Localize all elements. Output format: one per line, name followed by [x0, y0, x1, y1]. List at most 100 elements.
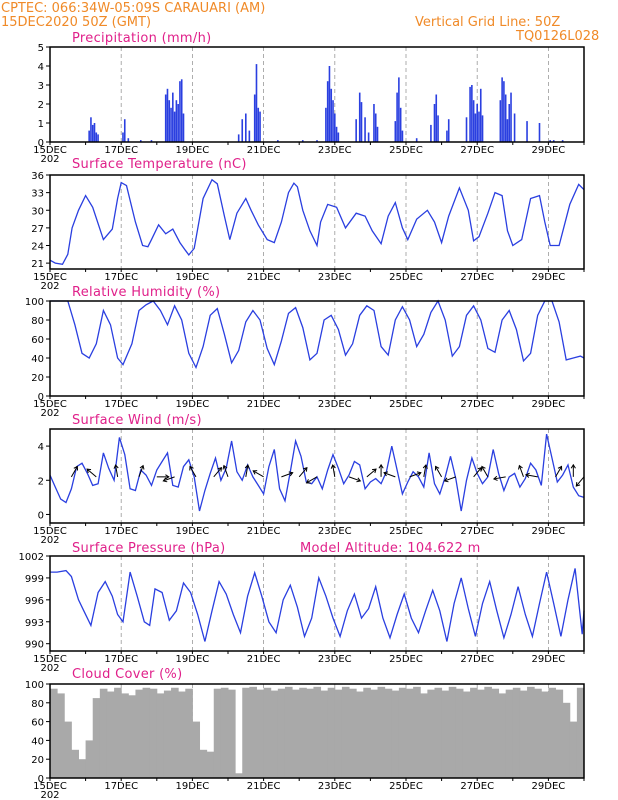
- precip-x-tick-label: 19DEC: [176, 145, 210, 156]
- cloud-x-tick-label: 27DEC: [460, 781, 494, 792]
- cloud-y-tick-label: 20: [31, 755, 44, 766]
- humidity-x-tick-label: 25DEC: [389, 399, 423, 410]
- precip-bar: [255, 64, 258, 142]
- pressure-x-tick-label: 23DEC: [318, 654, 352, 665]
- wind-arrow-head: [492, 475, 498, 481]
- precip-bar: [244, 113, 247, 142]
- cloud-bar: [142, 687, 151, 778]
- temperature-x-tick-label: 29DEC: [532, 272, 566, 283]
- cloud-y-tick-label: 100: [25, 680, 44, 691]
- precip-bar: [170, 107, 172, 142]
- pressure-x-tick-label: 19DEC: [176, 654, 210, 665]
- cloud-bar: [306, 688, 314, 778]
- cloud-x-tick-label: 17DEC: [104, 781, 138, 792]
- wind-x-tick-label: 17DEC: [104, 526, 138, 537]
- precip-x-tick-label: 23DEC: [318, 145, 352, 156]
- cloud-bar: [156, 693, 165, 778]
- wind-arrow-shaft: [518, 465, 524, 478]
- wind-y-tick-label: 2: [38, 476, 44, 487]
- cloud-bar: [455, 688, 464, 778]
- temperature-panel-frame: [49, 174, 585, 270]
- cloud-bar: [235, 773, 243, 778]
- wind-arrow-head: [222, 464, 228, 470]
- wind-arrow-shaft: [70, 466, 78, 478]
- wind-year-label: 202: [40, 535, 59, 546]
- precip-y-tick-label: 2: [38, 100, 44, 111]
- wind-title: Surface Wind (m/s): [72, 413, 202, 428]
- precip-bar: [123, 119, 126, 142]
- wind-arrow-head: [416, 471, 422, 477]
- precip-x-tick-label: 15DEC: [33, 145, 67, 156]
- precip-bar: [168, 100, 171, 142]
- wind-arrow-shaft: [223, 465, 229, 478]
- precip-bar: [127, 138, 130, 142]
- cloud-bar: [427, 689, 435, 778]
- wind-arrow-shaft: [138, 465, 144, 478]
- pressure-panel-frame: [49, 555, 585, 652]
- precip-bar: [481, 115, 484, 142]
- wind-arrow-head: [575, 482, 581, 487]
- precip-bar: [415, 138, 418, 142]
- wind-arrow-head: [372, 468, 377, 474]
- pressure-series-line: [50, 568, 585, 642]
- precip-bar: [182, 113, 185, 142]
- precip-bar: [503, 81, 505, 142]
- cloud-x-tick-label: 19DEC: [176, 781, 210, 792]
- precip-bar: [139, 140, 142, 142]
- wind-arrow-shaft: [423, 464, 427, 477]
- wind-arrow-shaft: [575, 476, 585, 487]
- pressure-y-tick-label: 990: [25, 640, 44, 651]
- wind-arrow-head: [73, 465, 79, 471]
- wind-arrow-head: [330, 464, 336, 469]
- wind-arrow-head: [422, 464, 428, 469]
- precip-x-tick-label: 21DEC: [247, 145, 281, 156]
- cloud-bar: [462, 691, 471, 778]
- precip-bar: [122, 132, 124, 142]
- precip-bar: [355, 119, 357, 142]
- cloud-bar: [512, 687, 521, 778]
- cloud-bar: [491, 688, 500, 778]
- precip-bar: [508, 104, 511, 142]
- wind-arrow-head: [305, 479, 311, 484]
- cloud-x-tick-label: 25DEC: [389, 781, 423, 792]
- cloud-bar: [377, 686, 386, 778]
- wind-arrow-head: [113, 464, 119, 469]
- cloud-bar: [320, 690, 329, 778]
- pressure-y-tick-label: 999: [25, 574, 44, 585]
- cloud-bar: [249, 686, 257, 778]
- precip-bar: [360, 102, 363, 142]
- wind-y-tick-label: 0: [38, 510, 44, 521]
- precip-x-tick-label: 17DEC: [104, 145, 138, 156]
- precip-bar: [430, 124, 432, 142]
- precip-bar: [358, 92, 361, 142]
- cloud-bar: [569, 721, 578, 778]
- precip-bar: [180, 79, 183, 142]
- temperature-x-tick-label: 23DEC: [318, 272, 352, 283]
- header-date: 15DEC2020 50Z (GMT): [1, 15, 151, 30]
- cloud-bar: [341, 686, 350, 778]
- cloud-bar: [121, 693, 129, 778]
- cloud-bar: [398, 687, 407, 778]
- precip-bar: [328, 66, 331, 142]
- cloud-bar: [363, 687, 371, 778]
- wind-arrow-head: [356, 477, 362, 483]
- precip-bar: [253, 94, 256, 142]
- wind-arrow-head: [378, 463, 384, 469]
- cloud-bar: [448, 686, 457, 778]
- precip-bar: [164, 94, 167, 142]
- wind-arrow-shaft: [86, 468, 97, 478]
- wind-arrow-head: [518, 464, 523, 470]
- precip-bar: [333, 113, 336, 142]
- wind-arrow-head: [252, 470, 258, 475]
- precip-bar: [446, 130, 448, 142]
- cloud-y-tick-label: 60: [31, 718, 44, 729]
- wind-arrow-shaft: [115, 464, 119, 477]
- temperature-year-label: 202: [40, 281, 59, 292]
- precip-bar: [376, 126, 379, 142]
- cloud-x-tick-label: 15DEC: [33, 781, 67, 792]
- cloud-bar: [313, 686, 322, 778]
- cloud-y-tick-label: 40: [31, 736, 44, 747]
- wind-arrow-head: [288, 471, 294, 477]
- cloud-y-tick-label: 80: [31, 699, 44, 710]
- wind-arrow-head: [302, 466, 308, 472]
